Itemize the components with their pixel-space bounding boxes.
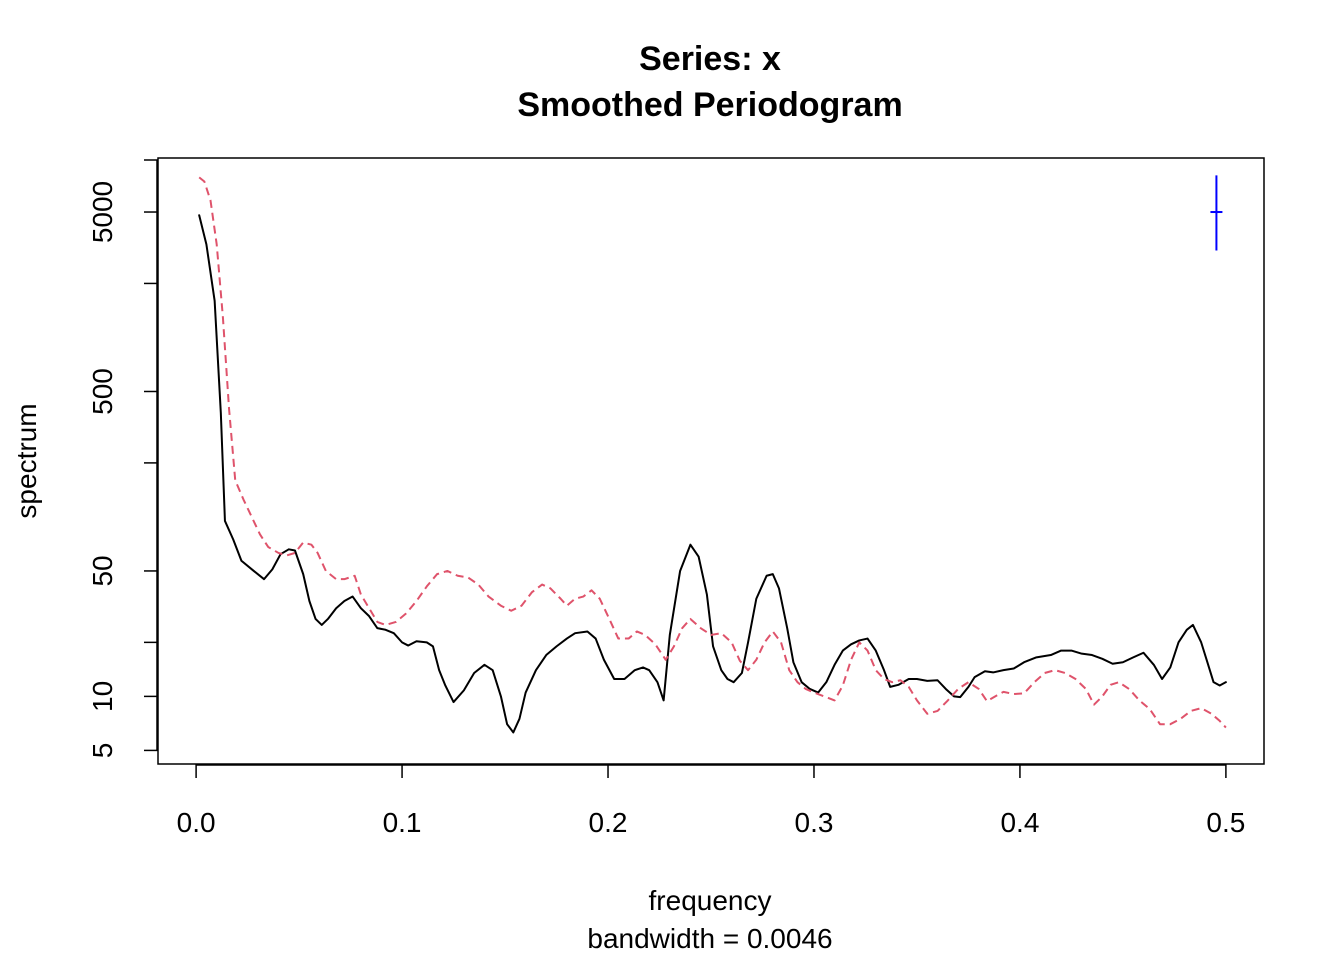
y-tick-label: 50 xyxy=(87,555,118,586)
x-tick-label: 0.1 xyxy=(383,807,422,838)
y-tick-label: 10 xyxy=(87,681,118,712)
x-tick-label: 0.3 xyxy=(795,807,834,838)
chart-title: Series: x xyxy=(639,40,781,78)
series-smoothed-line xyxy=(198,176,1227,729)
x-tick-label: 0.0 xyxy=(177,807,216,838)
x-tick-label: 0.5 xyxy=(1206,807,1245,838)
y-axis-label: spectrum xyxy=(11,403,42,518)
series-raw-line xyxy=(198,214,1227,734)
y-tick-label: 5 xyxy=(87,743,118,759)
plot-area-frame xyxy=(157,157,1265,765)
x-axis-label: frequency xyxy=(649,885,772,916)
x-axis-sublabel: bandwidth = 0.0046 xyxy=(587,923,832,954)
chart-subtitle: Smoothed Periodogram xyxy=(517,86,902,124)
x-tick-label: 0.2 xyxy=(589,807,628,838)
series-layer xyxy=(198,176,1227,734)
x-tick-label: 0.4 xyxy=(1000,807,1039,838)
x-axis: 0.0 0.1 0.2 0.3 0.4 0.5 xyxy=(177,764,1245,838)
confidence-bar xyxy=(1210,175,1223,251)
y-axis: 5 10 50 500 5000 xyxy=(87,159,158,759)
y-tick-label: 500 xyxy=(87,368,118,415)
y-tick-label: 5000 xyxy=(87,181,118,243)
